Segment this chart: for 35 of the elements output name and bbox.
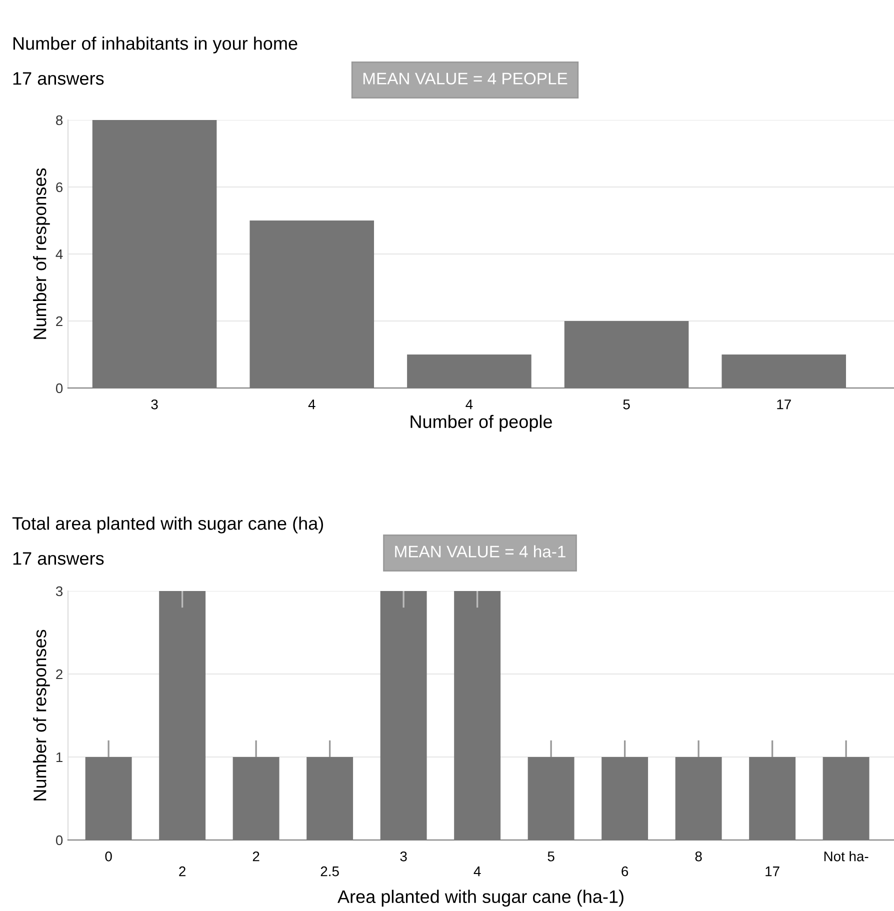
x-tick-label: 2 [252,851,260,862]
x-axis-title: Area planted with sugar cane (ha-1) [338,890,624,907]
x-tick-label: 5 [623,400,630,410]
x-tick-label: 3 [151,399,158,410]
x-tick-label: 17 [766,866,780,876]
y-tick-label: 8 [56,115,63,126]
y-axis-title: Number of responses [33,168,50,339]
x-tick-label: 0 [105,851,112,862]
x-tick-label: 2 [179,866,186,876]
y-tick-label: 1 [56,752,62,762]
text: MEAN VALUE = 4 ha-1 [395,545,566,558]
y-tick-label: 4 [56,249,63,260]
x-tick-label: 6 [622,866,628,876]
chart-title: Total area planted with sugar cane (ha) [12,516,324,534]
chart-title: Number of inhabitants in your home [13,36,298,54]
x-tick-label: 17 [777,400,791,410]
chart-subtitle: 17 answers [13,72,104,85]
x-tick-label: 4 [474,866,481,876]
x-tick-label: 4 [466,400,473,410]
x-tick-label: 2.5 [320,866,339,876]
text: MEAN VALUE = 4 PEOPLE [363,72,568,84]
y-axis-title: Number of responses [33,630,50,800]
x-tick-label: 8 [695,851,702,862]
y-tick-label: 2 [56,669,62,680]
y-tick-label: 2 [56,316,62,326]
x-tick-label: 4 [308,400,316,410]
x-axis-title: Number of people [410,414,552,432]
x-tick-label: 3 [400,851,407,862]
y-tick-label: 0 [56,383,63,394]
x-tick-label: 5 [548,852,554,862]
y-tick-label: 6 [56,182,63,192]
x-tick-label: Not ha- [824,851,868,862]
y-tick-label: 3 [56,586,63,596]
chart-subtitle: 17 answers [13,552,104,565]
y-tick-label: 0 [56,835,63,846]
